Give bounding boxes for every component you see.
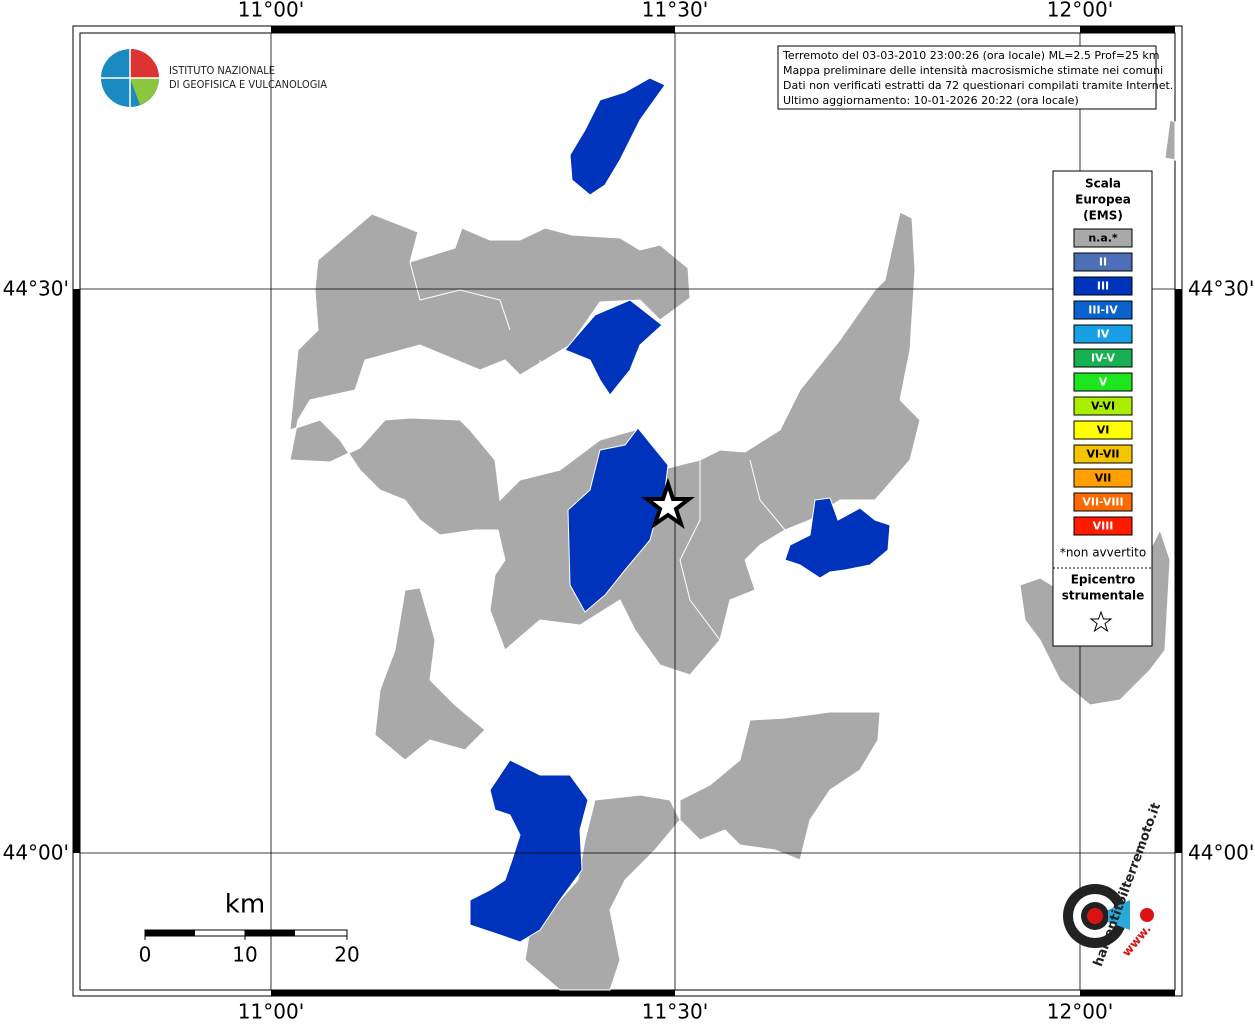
legend-label: III (1097, 280, 1109, 293)
longitude-label: 11°00' (238, 0, 304, 22)
legend-swatch (1073, 372, 1133, 392)
legend-title: (EMS) (1083, 209, 1123, 223)
frame-bar (73, 289, 80, 853)
logo-text: ISTITUTO NAZIONALE (169, 64, 275, 77)
ingv-logo: ISTITUTO NAZIONALE DI GEOFISICA E VULCAN… (101, 49, 327, 107)
legend-swatch (1073, 348, 1133, 368)
municipality (289, 211, 921, 676)
municipality (374, 587, 486, 761)
info-line: Mappa preliminare delle intensità macros… (783, 64, 1163, 77)
legend: ScalaEuropea(EMS)n.a.*IIIIIIII-IVIVIV-VV… (1052, 170, 1153, 647)
legend-swatch (1073, 444, 1133, 464)
border (679, 460, 721, 641)
scale-bar: km 0 10 20 (139, 890, 360, 967)
logo-segment (130, 49, 159, 78)
frame-bar (271, 990, 675, 996)
municipality (784, 497, 891, 579)
logo-speaker (1108, 900, 1130, 930)
legend-label: VII (1095, 472, 1112, 485)
scale-label: 0 (139, 943, 152, 967)
info-line: Dati non verificati estratti da 72 quest… (783, 79, 1173, 92)
legend-label: VI (1097, 424, 1110, 437)
frame-bar (1080, 990, 1175, 996)
municipality (569, 77, 666, 196)
longitude-label: 11°30' (642, 1000, 708, 1024)
legend-swatch (1073, 300, 1133, 320)
municipality (567, 427, 669, 613)
scale-unit: km (225, 890, 265, 920)
longitude-label: 12°00' (1047, 1000, 1113, 1024)
legend-title: Scala (1085, 177, 1121, 191)
logo-dot (1087, 908, 1103, 924)
latitude-label: 44°30' (3, 277, 69, 301)
legend-swatch (1073, 276, 1133, 296)
legend-swatch (1073, 324, 1133, 344)
scale-label: 20 (334, 943, 359, 967)
legend-swatch (1073, 516, 1133, 536)
legend-swatch (1073, 420, 1133, 440)
longitude-label: 12°00' (1047, 0, 1113, 22)
info-line: Terremoto del 03-03-2010 23:00:26 (ora l… (782, 49, 1160, 62)
scale-segment (145, 930, 195, 936)
epicenter-star (641, 477, 695, 530)
legend-label: VII-VIII (1082, 496, 1123, 509)
sea (1164, 119, 1176, 161)
municipalities (289, 77, 1176, 991)
legend-label: VI-VII (1086, 448, 1119, 461)
legend-label: VIII (1093, 520, 1114, 533)
longitude-label: 11°00' (238, 1000, 304, 1024)
legend-label: IV-V (1091, 352, 1116, 365)
latitude-label: 44°30' (1188, 277, 1254, 301)
municipality (679, 711, 881, 861)
latitude-label: 44°00' (1188, 841, 1254, 865)
scale-label: 10 (232, 943, 257, 967)
longitude-label: 11°30' (642, 0, 708, 22)
frame-bar (1080, 26, 1175, 33)
legend-swatch (1073, 468, 1133, 488)
legend-label: V (1099, 376, 1108, 389)
frame-bar (271, 26, 675, 33)
border (509, 359, 546, 481)
legend-title: Europea (1075, 193, 1131, 207)
legend-note: *non avvertito (1060, 546, 1146, 560)
legend-label: n.a.* (1088, 232, 1118, 245)
info-box (777, 45, 1157, 110)
legend-swatch (1073, 492, 1133, 512)
municipality (469, 759, 589, 943)
legend-swatch (1073, 396, 1133, 416)
frame-bars (73, 26, 1182, 996)
borders (409, 261, 786, 641)
logo-bubble (1140, 908, 1154, 922)
legend-swatch (1073, 252, 1133, 272)
legend-swatch (1073, 228, 1133, 248)
logo-text: DI GEOFISICA E VULCANOLOGIA (169, 78, 327, 91)
scale-segment (245, 930, 295, 936)
municipality (564, 299, 663, 396)
latitude-label: 44°00' (3, 841, 69, 865)
legend-label: IV (1097, 328, 1110, 341)
logo-lines (101, 49, 159, 107)
legend-label: II (1099, 256, 1107, 269)
legend-epicenter: Epicentro (1071, 573, 1136, 587)
legend-label: V-VI (1091, 400, 1115, 413)
legend-epicenter: strumentale (1062, 589, 1145, 603)
frame-bar (1175, 289, 1182, 853)
border (409, 261, 511, 331)
legend-star (1089, 610, 1113, 633)
logo-segment (130, 78, 159, 105)
border (749, 459, 786, 531)
info-line: Ultimo aggiornamento: 10-01-2026 20:22 (… (783, 94, 1079, 107)
legend-label: III-IV (1088, 304, 1118, 317)
